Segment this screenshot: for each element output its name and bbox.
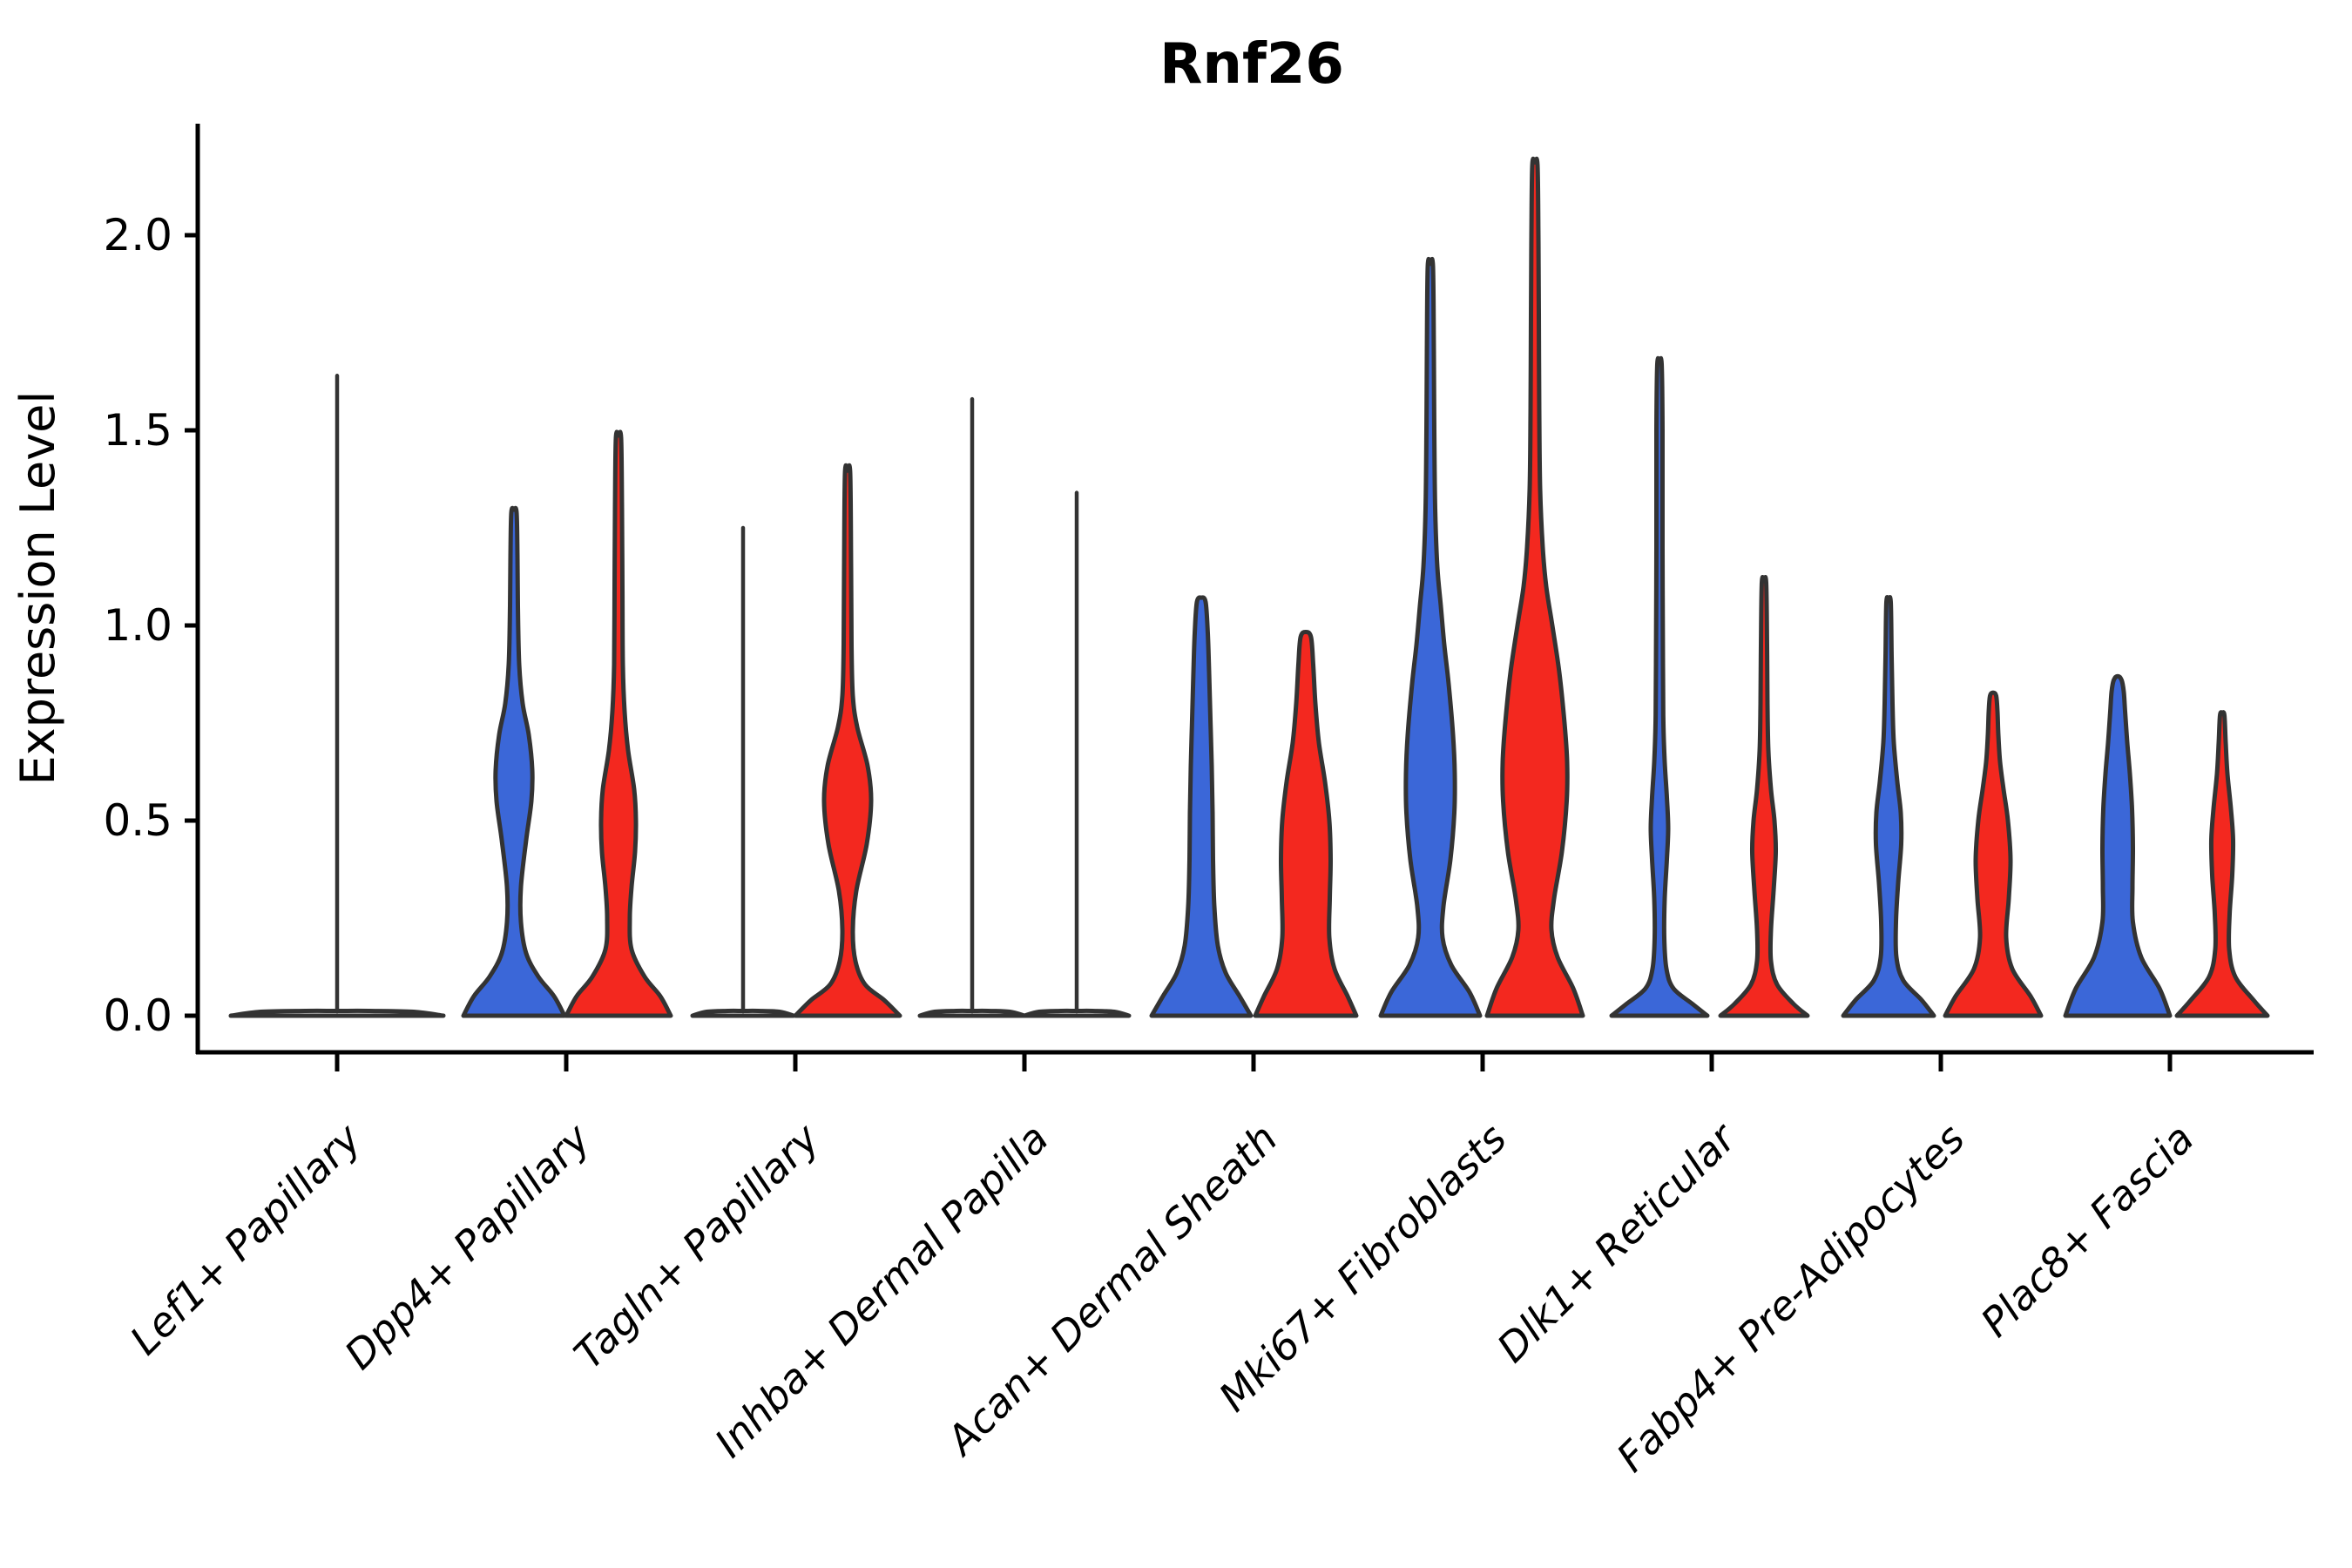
violin-blue: [1378, 256, 1483, 1018]
violin-group: [2063, 673, 2270, 1018]
x-tick-label: Dlk1+ Reticular: [1488, 1112, 1747, 1371]
x-tick-label: Tagln+ Papillary: [564, 1114, 828, 1378]
x-tick-label: Lef1+ Papillary: [121, 1114, 370, 1363]
y-tick-label: 1.0: [103, 600, 172, 651]
x-tick-label: Dpp4+ Papillary: [335, 1114, 599, 1378]
violin-red: [1484, 156, 1585, 1018]
violin-red: [793, 463, 902, 1018]
violin-group: [1149, 595, 1359, 1018]
violin-group: [1841, 595, 2044, 1018]
violin-blue: [2063, 673, 2173, 1018]
y-tick-label: 2.0: [103, 210, 172, 260]
y-tick-label: 0.5: [103, 795, 172, 846]
violin-blue: [461, 505, 567, 1018]
x-tick-label: Plac8+ Fascia: [1971, 1115, 2202, 1346]
y-axis-ticks: 0.0 0.5 1.0 1.5 2.0: [103, 210, 198, 1041]
violin-group: [690, 463, 902, 1018]
y-axis-label: Expression Level: [10, 391, 65, 786]
violin-blue: [1609, 355, 1710, 1018]
violin-red: [1253, 629, 1359, 1018]
y-tick-label: 1.5: [103, 405, 172, 456]
violin-blue: [1149, 595, 1254, 1018]
violin-red: [1718, 574, 1810, 1018]
violin-red: [1943, 690, 2044, 1018]
violin-group: [461, 429, 673, 1018]
violin-red: [2174, 710, 2270, 1018]
violin-blue: [1841, 595, 1936, 1018]
violin-red: [564, 429, 673, 1018]
violin-group: [228, 374, 446, 1018]
violin-group: [1378, 156, 1585, 1018]
violin-group: [1609, 355, 1810, 1018]
violin-group: [917, 396, 1132, 1018]
chart-title: Rnf26: [1159, 32, 1344, 97]
y-tick-label: 0.0: [103, 990, 172, 1041]
violins-layer: [228, 156, 2270, 1018]
